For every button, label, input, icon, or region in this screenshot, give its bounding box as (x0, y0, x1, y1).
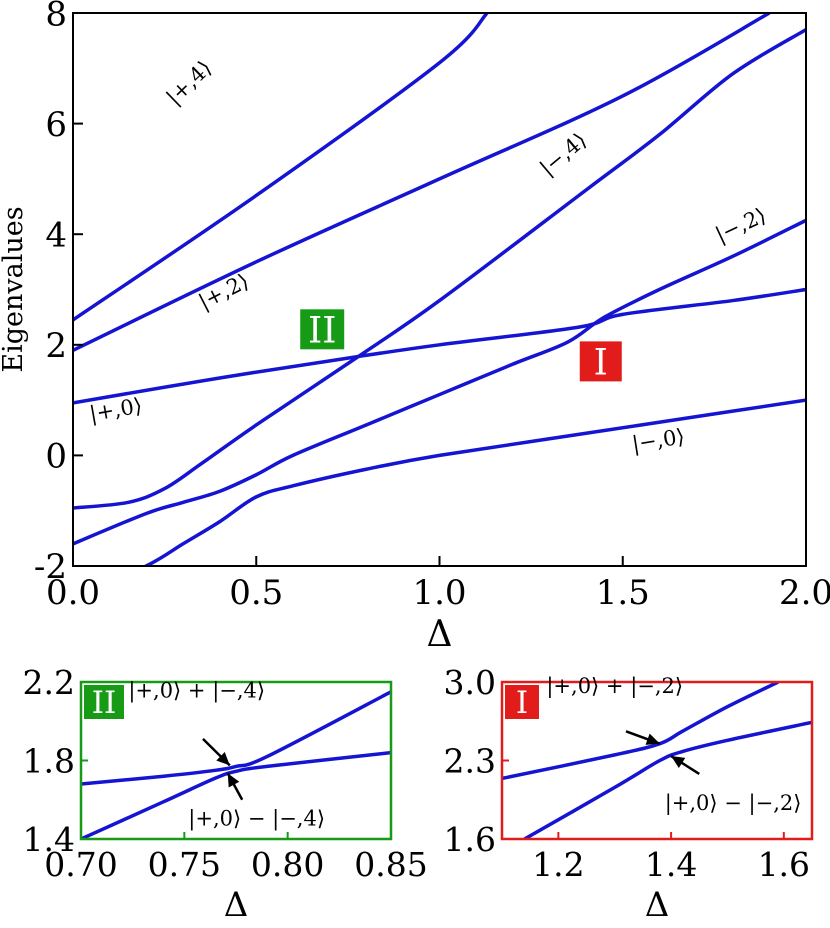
y-tick-label: 6 (45, 105, 67, 145)
series-line-3 (73, 287, 806, 405)
state-label: |+,0⟩ − |−,4⟩ (188, 806, 325, 831)
series-line-4 (73, 28, 806, 510)
series-line-1 (502, 682, 779, 781)
state-label: |+,0⟩ + |−,2⟩ (546, 674, 683, 699)
x-tick-label: 1.4 (645, 845, 697, 884)
annotation-arrowhead (645, 733, 660, 745)
region-box-II (300, 309, 345, 350)
x-axis-title: Δ (427, 614, 453, 655)
y-tick-label: 3.0 (444, 663, 496, 702)
y-tick-label: -2 (34, 547, 67, 587)
x-tick-label: 2.0 (779, 573, 830, 613)
y-tick-label: 1.4 (23, 820, 75, 859)
series-line-2 (523, 720, 812, 839)
series-line-2 (73, 218, 806, 546)
y-tick-label: 2.3 (444, 741, 496, 780)
x-tick-label: 1.2 (532, 845, 584, 884)
panel-tag-label: II (92, 685, 117, 721)
state-label: |−,0⟩ (630, 424, 686, 457)
x-tick-label: 0.85 (354, 845, 427, 884)
x-tick-label: 0.0 (46, 573, 100, 613)
y-tick-label: 0 (45, 437, 67, 477)
y-tick-label: 1.6 (444, 820, 496, 859)
y-tick-label: 2.2 (23, 663, 75, 702)
panel-tag-box (84, 685, 124, 719)
x-tick-label: 0.75 (148, 845, 221, 884)
series-line-5 (73, 13, 771, 352)
panel-tag-label: I (516, 685, 528, 721)
region-label-II: II (308, 310, 336, 351)
panel-tag-box (505, 685, 539, 719)
x-tick-label: 0.80 (251, 845, 324, 884)
y-tick-label: 8 (45, 0, 67, 34)
x-tick-label: 0.70 (44, 845, 117, 884)
y-axis-title: Eigenvalues (0, 206, 29, 372)
x-axis-title: Δ (645, 885, 670, 925)
annotation-arrowhead (216, 752, 230, 766)
x-axis-title: Δ (224, 885, 249, 925)
annotation-arrowhead (227, 773, 240, 788)
series-line-6 (73, 13, 489, 322)
series-line-1 (81, 690, 391, 786)
x-tick-label: 1.5 (596, 573, 650, 613)
state-label: |−,4⟩ (535, 128, 592, 181)
y-tick-label: 4 (45, 215, 67, 255)
y-tick-label: 2 (45, 326, 67, 366)
state-label: |+,4⟩ (162, 56, 217, 111)
state-label: |+,0⟩ − |−,2⟩ (665, 791, 802, 816)
x-tick-label: 0.5 (229, 573, 283, 613)
chart-panel-2: 0.70 0.75 0.80 0.85 1.4 1.8 2.2 Δ II |+,0⟩ + |−,4… (23, 663, 428, 925)
x-tick-label: 1.6 (758, 845, 810, 884)
annotation-arrowhead (671, 756, 686, 769)
region-box-I (579, 341, 622, 382)
state-label: |+,0⟩ + |−,4⟩ (128, 679, 265, 704)
x-tick-label: 1.0 (412, 573, 466, 613)
series-line-1 (142, 398, 806, 566)
y-tick-label: 1.8 (23, 741, 75, 780)
chart-panel-3: 1.2 1.4 1.6 1.6 2.3 3.0 Δ I |+,0⟩ + |−,2⟩ |+,0⟩ −… (444, 663, 814, 925)
region-label-I: I (594, 342, 608, 383)
